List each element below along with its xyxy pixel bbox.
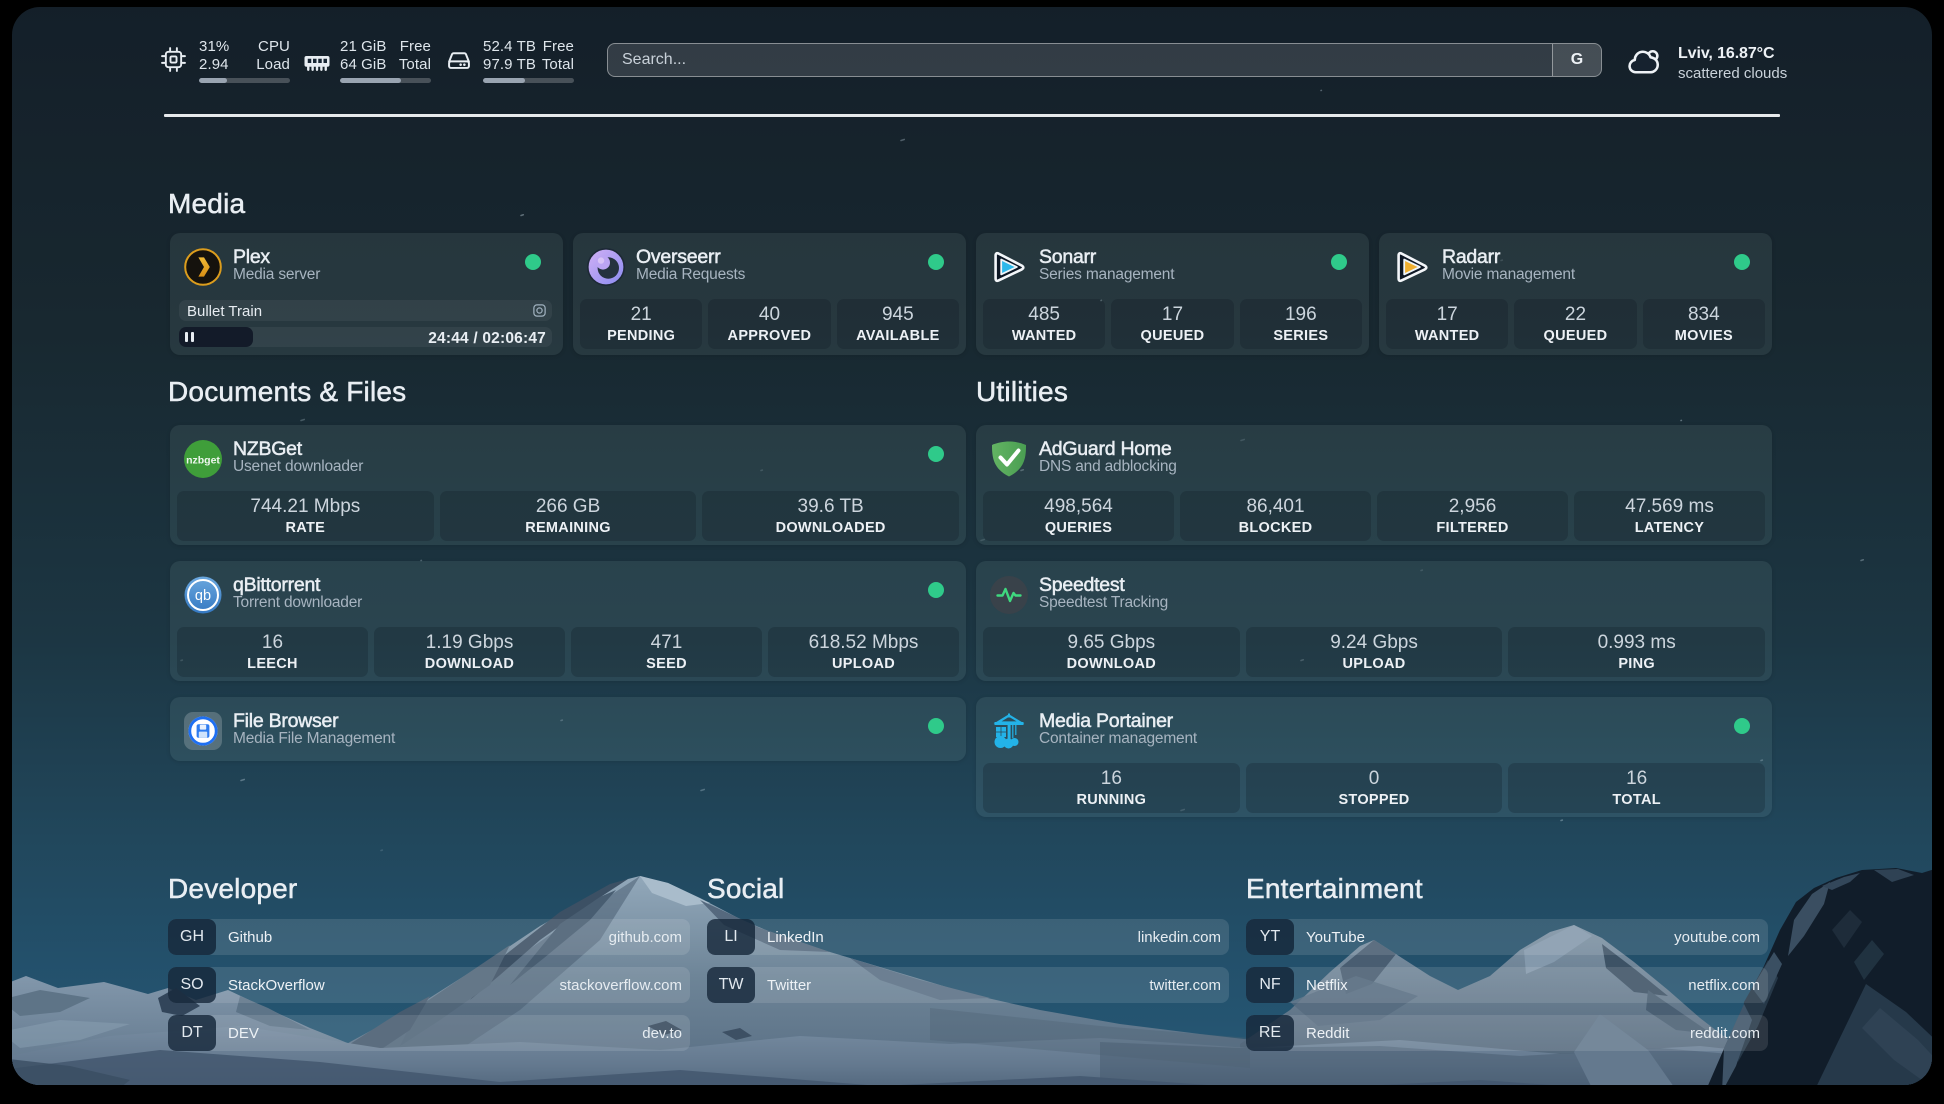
svg-text:qb: qb [195, 588, 211, 604]
svg-text:nzbget: nzbget [186, 455, 220, 467]
